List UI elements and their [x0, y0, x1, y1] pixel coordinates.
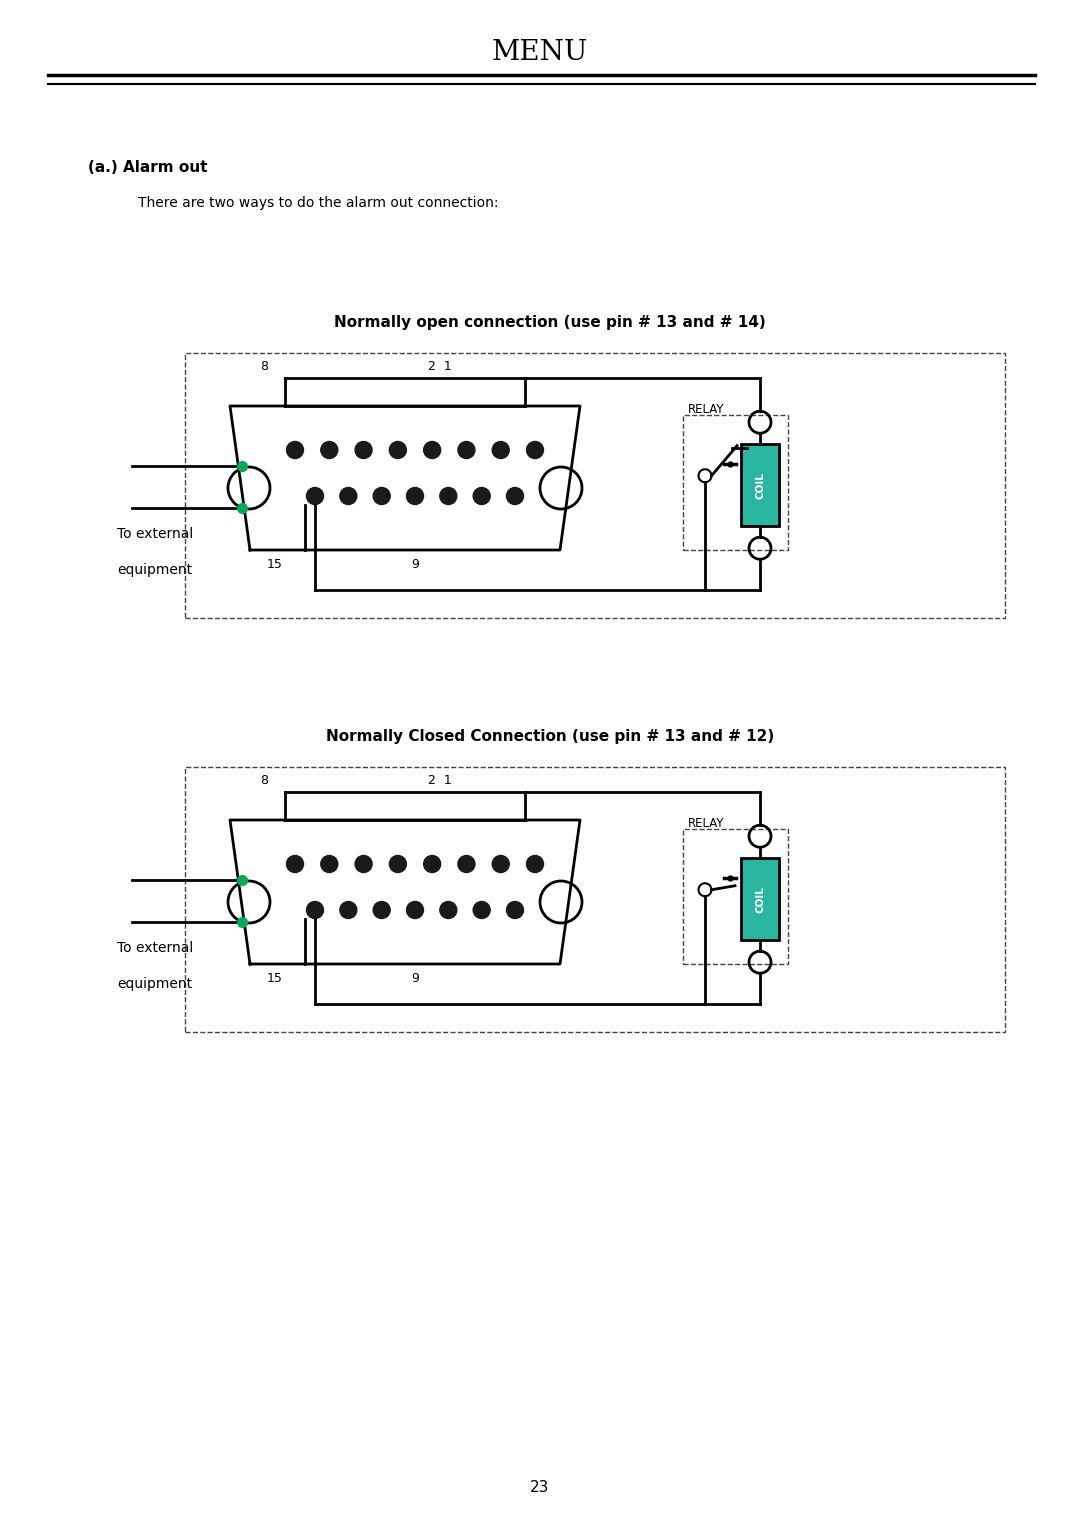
Circle shape: [507, 488, 524, 505]
Circle shape: [286, 442, 303, 459]
Circle shape: [406, 488, 423, 505]
Circle shape: [507, 901, 524, 918]
Circle shape: [307, 488, 324, 505]
Circle shape: [355, 856, 373, 872]
Circle shape: [340, 488, 356, 505]
Circle shape: [374, 488, 390, 505]
Circle shape: [321, 442, 338, 459]
Circle shape: [307, 901, 324, 918]
Text: To external: To external: [117, 941, 193, 955]
Circle shape: [440, 901, 457, 918]
Text: Normally open connection (use pin # 13 and # 14): Normally open connection (use pin # 13 a…: [334, 316, 766, 331]
Text: 2  1: 2 1: [428, 360, 451, 374]
Text: RELAY: RELAY: [688, 817, 725, 830]
Circle shape: [374, 901, 390, 918]
Circle shape: [527, 856, 543, 872]
Circle shape: [286, 856, 303, 872]
Circle shape: [355, 442, 373, 459]
Circle shape: [473, 901, 490, 918]
Text: There are two ways to do the alarm out connection:: There are two ways to do the alarm out c…: [138, 197, 499, 210]
Circle shape: [340, 901, 356, 918]
Circle shape: [390, 856, 406, 872]
Circle shape: [423, 856, 441, 872]
Text: (a.) Alarm out: (a.) Alarm out: [87, 160, 207, 174]
Circle shape: [321, 856, 338, 872]
Text: COIL: COIL: [755, 471, 765, 499]
Text: 23: 23: [530, 1479, 550, 1494]
Bar: [741, 444, 779, 526]
Text: RELAY: RELAY: [688, 403, 725, 416]
Circle shape: [492, 856, 509, 872]
Text: 8: 8: [260, 775, 268, 787]
Circle shape: [473, 488, 490, 505]
Circle shape: [458, 856, 475, 872]
Text: 2  1: 2 1: [428, 775, 451, 787]
Circle shape: [423, 442, 441, 459]
Text: equipment: equipment: [118, 978, 192, 991]
Text: 15: 15: [267, 558, 283, 570]
Text: equipment: equipment: [118, 563, 192, 576]
Text: MENU: MENU: [491, 40, 589, 67]
Text: COIL: COIL: [755, 886, 765, 912]
Text: 15: 15: [267, 971, 283, 985]
Circle shape: [440, 488, 457, 505]
Text: Normally Closed Connection (use pin # 13 and # 12): Normally Closed Connection (use pin # 13…: [326, 729, 774, 744]
Circle shape: [406, 901, 423, 918]
Text: 8: 8: [260, 360, 268, 374]
Circle shape: [527, 442, 543, 459]
Text: 9: 9: [411, 971, 419, 985]
Bar: [741, 859, 779, 941]
Circle shape: [390, 442, 406, 459]
Text: To external: To external: [117, 528, 193, 541]
Circle shape: [458, 442, 475, 459]
Circle shape: [492, 442, 509, 459]
Text: 9: 9: [411, 558, 419, 570]
